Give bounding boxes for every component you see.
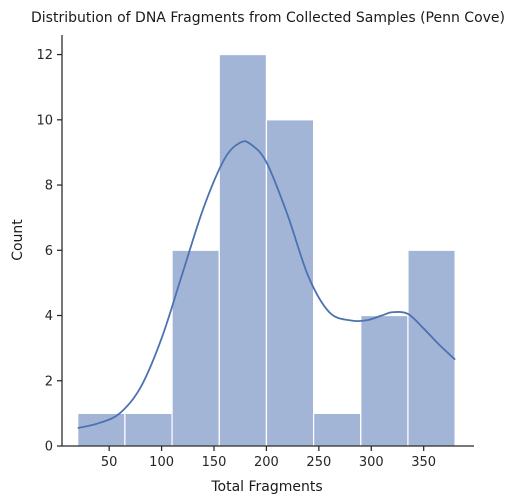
x-tick-label: 100 [149, 455, 174, 470]
y-axis-label: Count [10, 219, 26, 261]
histogram-bar [360, 314, 409, 447]
y-tick-label: 0 [45, 440, 53, 455]
histogram-bar [218, 53, 268, 447]
histogram-bar [313, 412, 362, 447]
x-tick-label: 200 [254, 455, 279, 470]
chart-title: Distribution of DNA Fragments from Colle… [31, 10, 505, 26]
y-tick-label: 10 [36, 113, 53, 128]
x-tick-label: 150 [202, 455, 227, 470]
y-tick-label: 6 [45, 244, 53, 259]
x-tick-label: 300 [359, 455, 384, 470]
histogram-bar [407, 249, 456, 447]
histogram-bar [265, 119, 315, 447]
x-tick-label: 250 [306, 455, 331, 470]
x-tick-label: 50 [101, 455, 118, 470]
histogram-bar [124, 412, 173, 447]
y-tick-label: 2 [45, 374, 53, 389]
histogram-bar [77, 412, 126, 447]
y-tick-label: 4 [45, 309, 53, 324]
histogram-bars [77, 53, 456, 447]
axes: 50 100 150 200 250 300 350 0 2 4 6 8 10 12 [36, 35, 474, 470]
kde-curve [77, 140, 456, 429]
x-axis-label: Total Fragments [210, 479, 322, 495]
x-tick-label: 350 [411, 455, 436, 470]
y-tick-label: 12 [36, 48, 53, 63]
y-tick-label: 8 [45, 179, 53, 194]
histogram-bar [171, 249, 220, 447]
